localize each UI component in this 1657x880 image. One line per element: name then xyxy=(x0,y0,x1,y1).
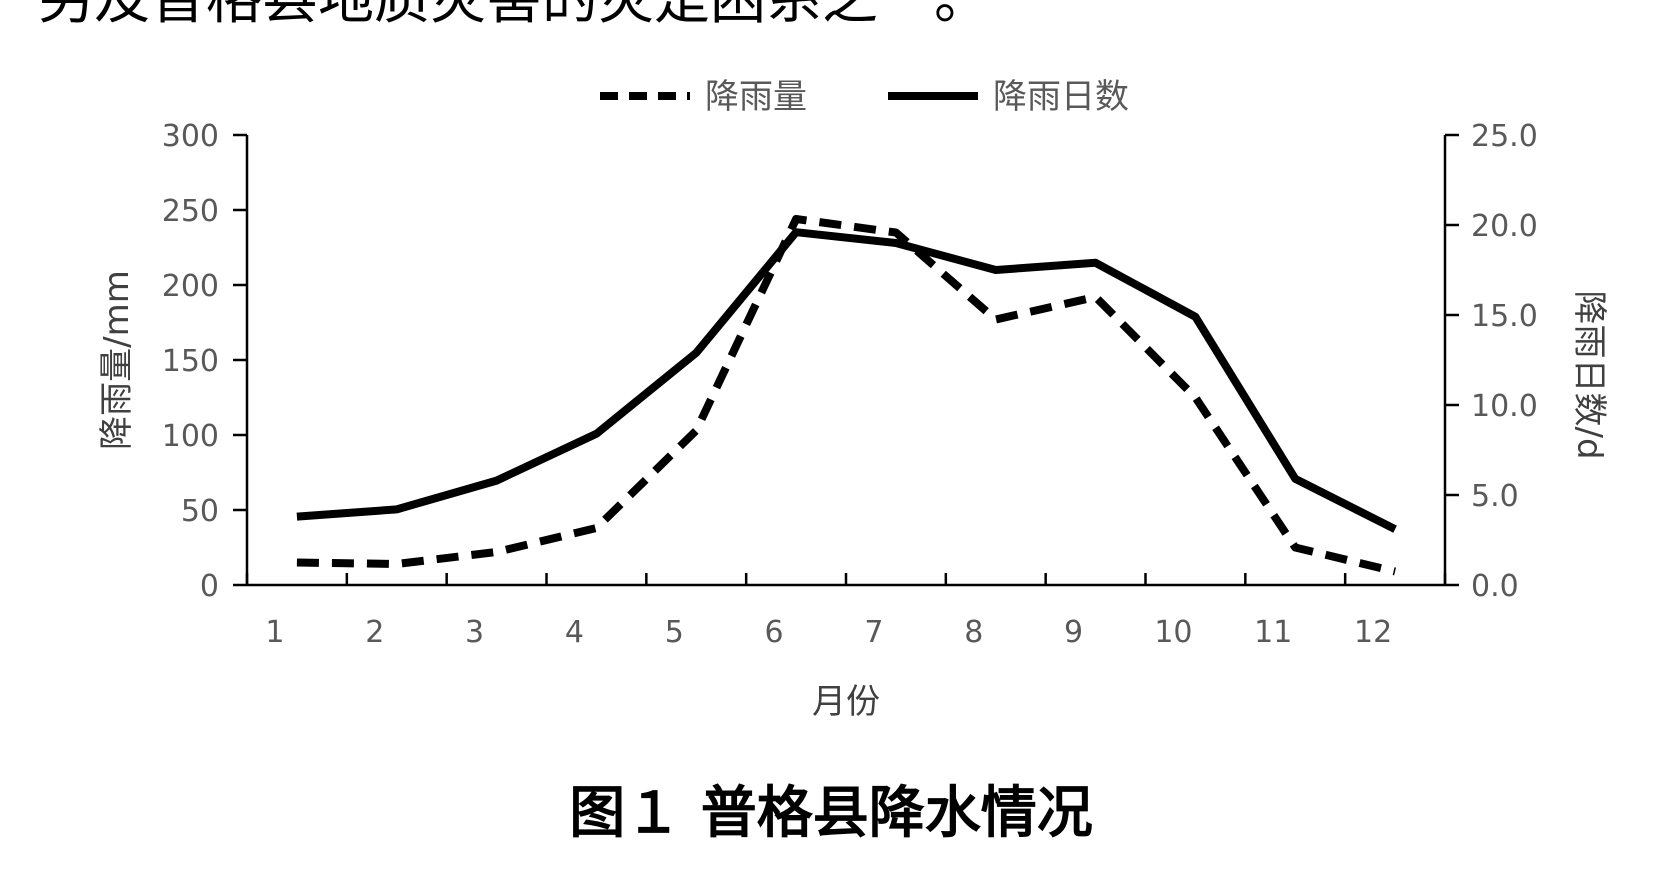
x-tick-label: 9 xyxy=(1064,615,1083,650)
x-tick-label: 8 xyxy=(964,615,983,650)
left-tick-label: 50 xyxy=(181,494,219,529)
left-tick-label: 0 xyxy=(200,569,219,604)
series-line-rainfall xyxy=(296,215,1397,576)
legend-label-rain-days: 降雨日数 xyxy=(993,77,1129,117)
left-tick-label: 300 xyxy=(162,119,219,154)
x-tick-label: 7 xyxy=(864,615,883,650)
right-tick-label: 15.0 xyxy=(1471,299,1538,334)
right-tick-label: 20.0 xyxy=(1471,209,1538,244)
left-tick-label: 100 xyxy=(162,419,219,454)
left-tick-label: 250 xyxy=(162,194,219,229)
series-layer xyxy=(296,215,1397,576)
right-tick-label: 5.0 xyxy=(1471,479,1519,514)
top-text-fragment: 另及普格县地质灾害的灾是困系之一。 xyxy=(38,0,990,32)
right-tick-label: 10.0 xyxy=(1471,389,1538,424)
x-tick-label: 6 xyxy=(765,615,784,650)
x-tick-label: 12 xyxy=(1354,615,1392,650)
figure-caption: 图１ 普格县降水情况 xyxy=(569,781,1093,846)
right-axis-ticks: 0.0 5.0 10.0 15.0 20.0 25.0 xyxy=(1445,119,1538,604)
right-tick-label: 0.0 xyxy=(1471,569,1519,604)
left-axis-title: 降雨量/mm xyxy=(97,270,137,450)
left-tick-label: 150 xyxy=(162,344,219,379)
x-tick-label: 5 xyxy=(665,615,684,650)
series-line-rain-days xyxy=(296,228,1397,533)
left-axis-ticks: 0 50 100 150 200 250 300 xyxy=(162,119,247,604)
x-axis-ticks: 1 2 3 4 5 6 7 8 9 10 11 12 xyxy=(245,573,1447,650)
x-tick-label: 11 xyxy=(1254,615,1292,650)
legend: 降雨量 降雨日数 xyxy=(600,77,1129,117)
x-tick-label: 10 xyxy=(1154,615,1192,650)
x-tick-label: 2 xyxy=(365,615,384,650)
legend-label-rainfall: 降雨量 xyxy=(705,77,807,117)
left-tick-label: 200 xyxy=(162,269,219,304)
right-axis-title: 降雨日数/d xyxy=(1569,290,1609,459)
x-tick-label: 4 xyxy=(565,615,584,650)
x-tick-label: 3 xyxy=(465,615,484,650)
right-tick-label: 25.0 xyxy=(1471,119,1538,154)
x-axis-title: 月份 xyxy=(812,682,880,722)
x-tick-label: 1 xyxy=(265,615,284,650)
